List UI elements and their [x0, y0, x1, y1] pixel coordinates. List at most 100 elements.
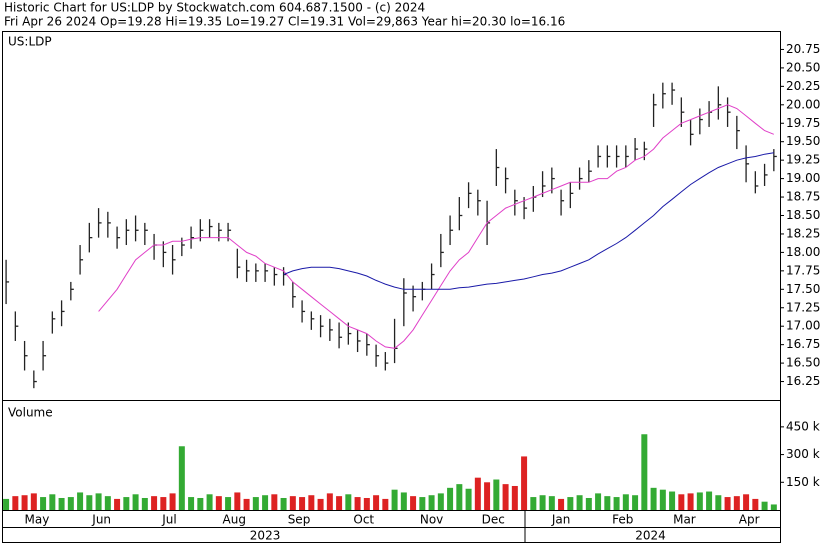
volume-bar — [345, 494, 352, 510]
volume-bar — [123, 497, 130, 510]
y-tick-label: 16.25 — [786, 374, 820, 388]
volume-bar — [502, 484, 509, 510]
volume-bar — [715, 495, 722, 510]
y-tick-label: 18.25 — [786, 226, 820, 240]
year-label: 2024 — [635, 529, 666, 543]
volume-bar — [437, 493, 444, 510]
volume-bar — [400, 492, 407, 510]
y-tick-label: 17.75 — [786, 263, 820, 277]
volume-bar — [3, 498, 10, 510]
volume-bar — [234, 492, 241, 510]
volume-bar — [706, 491, 713, 510]
volume-bar — [632, 495, 639, 510]
volume-bar — [243, 498, 250, 510]
y-tick-label: 17.50 — [786, 282, 820, 296]
volume-bar — [650, 487, 657, 510]
volume-bar — [86, 495, 93, 510]
x-tick-label: Apr — [739, 513, 760, 527]
y-tick-label: 20.50 — [786, 60, 820, 74]
volume-bar — [678, 494, 685, 510]
y-tick-label: 20.75 — [786, 42, 820, 56]
volume-bar — [40, 497, 47, 510]
x-tick-label: Jul — [161, 513, 176, 527]
volume-bar — [188, 497, 195, 510]
volume-bar — [558, 498, 565, 510]
volume-bar — [225, 497, 232, 510]
volume-bar — [752, 498, 759, 510]
volume-bar — [271, 494, 278, 510]
volume-bar — [410, 496, 417, 510]
y-tick-label: 18.00 — [786, 245, 820, 259]
y-tick-label: 17.00 — [786, 319, 820, 333]
y-tick-label: 18.50 — [786, 208, 820, 222]
volume-bar — [141, 497, 148, 510]
volume-bar — [428, 495, 435, 510]
volume-bar — [761, 501, 768, 510]
moving-average — [283, 152, 774, 290]
y-tick-label: 20.00 — [786, 97, 820, 111]
volume-bar — [659, 489, 666, 510]
volume-bar — [493, 479, 500, 510]
x-tick-label: Jun — [91, 513, 111, 527]
volume-bar — [613, 497, 620, 510]
volume-tick-label: 150 k — [786, 475, 820, 489]
volume-bar — [530, 497, 537, 510]
volume-bar — [585, 497, 592, 510]
volume-bar — [511, 485, 518, 510]
chart-subtitle: Fri Apr 26 2024 Op=19.28 Hi=19.35 Lo=19.… — [4, 15, 565, 29]
x-tick-label: Aug — [223, 513, 246, 527]
x-tick-label: Oct — [353, 513, 374, 527]
volume-bar — [95, 493, 102, 510]
volume-bar — [326, 493, 333, 510]
volume-bar — [289, 496, 296, 510]
volume-bar — [456, 484, 463, 510]
y-tick-label: 19.50 — [786, 134, 820, 148]
volume-bar — [696, 492, 703, 510]
volume-label: Volume — [8, 406, 53, 420]
volume-bar — [178, 446, 185, 510]
volume-bar — [733, 496, 740, 510]
volume-bar — [12, 496, 19, 510]
volume-bar — [595, 493, 602, 510]
volume-bar — [687, 493, 694, 510]
x-tick-label: May — [25, 513, 50, 527]
y-tick-label: 19.75 — [786, 116, 820, 130]
volume-bar — [317, 498, 324, 510]
chart-title: Historic Chart for US:LDP by Stockwatch.… — [4, 1, 425, 15]
volume-bar — [132, 494, 139, 510]
volume-bar — [104, 496, 111, 510]
volume-bar — [21, 495, 28, 510]
volume-bar — [576, 495, 583, 510]
y-tick-label: 19.25 — [786, 153, 820, 167]
volume-bar — [197, 497, 204, 510]
volume-bar — [114, 498, 121, 510]
volume-bar — [262, 495, 269, 510]
volume-bar — [743, 494, 750, 510]
x-tick-label: Jan — [551, 513, 571, 527]
volume-bar — [465, 488, 472, 510]
y-tick-label: 16.75 — [786, 337, 820, 351]
y-tick-label: 20.25 — [786, 79, 820, 93]
y-tick-label: 19.00 — [786, 171, 820, 185]
volume-bar — [622, 494, 629, 510]
volume-bar — [669, 491, 676, 510]
volume-bar — [169, 493, 176, 510]
year-label: 2023 — [250, 529, 281, 543]
volume-bar — [299, 497, 306, 510]
volume-bar — [604, 496, 611, 510]
volume-bar — [30, 493, 37, 510]
volume-bar — [474, 477, 481, 510]
volume-bar — [770, 504, 777, 510]
volume-bar — [252, 497, 259, 510]
y-tick-label: 16.50 — [786, 356, 820, 370]
volume-bar — [58, 497, 65, 510]
volume-bar — [724, 497, 731, 510]
volume-bar — [160, 497, 167, 510]
y-tick-label: 17.25 — [786, 300, 820, 314]
x-tick-label: Nov — [420, 513, 443, 527]
volume-bar — [151, 496, 158, 510]
volume-bar — [382, 498, 389, 510]
volume-bar — [447, 487, 454, 510]
